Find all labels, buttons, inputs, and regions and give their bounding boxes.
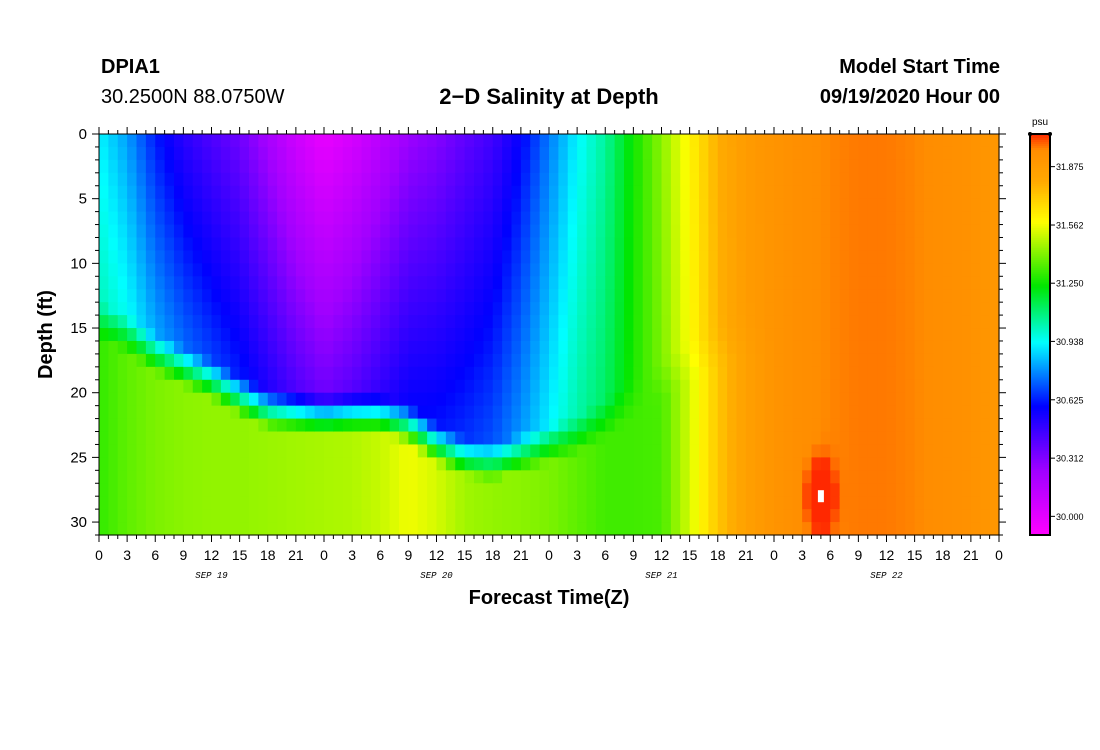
model-start-label: Model Start Time xyxy=(839,56,1000,78)
x-tick-label: 6 xyxy=(376,547,384,563)
x-tick-label: 3 xyxy=(348,547,356,563)
model-start-value: 09/19/2020 Hour 00 xyxy=(819,86,1000,108)
x-tick-label: 21 xyxy=(288,547,304,563)
colorbar-tick-label: 30.312 xyxy=(1056,454,1084,464)
station-coordinates: 30.2500N 88.0750W xyxy=(101,86,285,108)
x-tick-label: 6 xyxy=(151,547,159,563)
y-tick-label: 10 xyxy=(70,255,87,272)
x-tick-label: 0 xyxy=(770,547,778,563)
x-tick-label: 18 xyxy=(260,547,276,563)
axes: 0 3 6 9 12 15 18 21 0 3 6 9 12 15 18 21 0 3 6 9 12 15 18 21 0 3 6 9… xyxy=(70,126,1006,581)
x-tick-label: 18 xyxy=(485,547,501,563)
plot-title: 2−D Salinity at Depth xyxy=(439,84,659,109)
x-axis-label: Forecast Time(Z) xyxy=(469,587,630,609)
colorbar-tick-label: 30.000 xyxy=(1056,512,1084,522)
y-tick-label: 25 xyxy=(70,449,87,466)
x-tick-label: 9 xyxy=(404,547,412,563)
x-tick-label: 0 xyxy=(995,547,1003,563)
station-id: DPIA1 xyxy=(101,56,160,78)
date-label: SEP 20 xyxy=(420,571,453,581)
colorbar-tick-label: 31.562 xyxy=(1056,221,1084,231)
x-tick-label: 12 xyxy=(654,547,670,563)
x-tick-label: 12 xyxy=(879,547,895,563)
x-tick-label: 0 xyxy=(320,547,328,563)
colorbar-tick-label: 30.625 xyxy=(1056,395,1084,405)
x-tick-label: 9 xyxy=(179,547,187,563)
y-axis-label: Depth (ft) xyxy=(35,290,57,379)
colorbar: 30.000 30.312 30.625 30.938 31.250 31.562 31.8… xyxy=(1028,132,1084,536)
y-tick-label: 20 xyxy=(70,385,87,402)
x-tick-label: 21 xyxy=(513,547,529,563)
x-tick-label: 15 xyxy=(682,547,698,563)
x-tick-label: 9 xyxy=(629,547,637,563)
x-tick-label: 18 xyxy=(935,547,951,563)
x-tick-label: 6 xyxy=(826,547,834,563)
y-tick-label: 30 xyxy=(70,514,87,531)
colorbar-unit: psu xyxy=(1032,117,1048,128)
x-tick-label: 15 xyxy=(907,547,923,563)
x-tick-label: 3 xyxy=(573,547,581,563)
date-label: SEP 19 xyxy=(195,571,228,581)
x-tick-label: 3 xyxy=(123,547,131,563)
x-tick-label: 15 xyxy=(457,547,473,563)
x-tick-label: 18 xyxy=(710,547,726,563)
x-tick-label: 0 xyxy=(95,547,103,563)
x-tick-label: 9 xyxy=(854,547,862,563)
colorbar-tick-label: 31.250 xyxy=(1056,279,1084,289)
x-tick-label: 21 xyxy=(963,547,979,563)
x-tick-label: 3 xyxy=(798,547,806,563)
y-tick-label: 5 xyxy=(79,191,87,208)
heatmap-cells xyxy=(99,134,1000,536)
date-label: SEP 22 xyxy=(870,571,903,581)
colorbar-tick-label: 31.875 xyxy=(1056,162,1084,172)
x-tick-label: 12 xyxy=(429,547,445,563)
x-tick-label: 0 xyxy=(545,547,553,563)
y-tick-label: 0 xyxy=(79,126,87,143)
y-tick-label: 15 xyxy=(70,320,87,337)
date-label: SEP 21 xyxy=(645,571,677,581)
salinity-anomaly-marker xyxy=(817,490,824,503)
x-tick-label: 21 xyxy=(738,547,754,563)
x-tick-label: 12 xyxy=(204,547,220,563)
colorbar-tick-label: 30.938 xyxy=(1056,337,1084,347)
x-tick-label: 15 xyxy=(232,547,248,563)
x-tick-label: 6 xyxy=(601,547,609,563)
